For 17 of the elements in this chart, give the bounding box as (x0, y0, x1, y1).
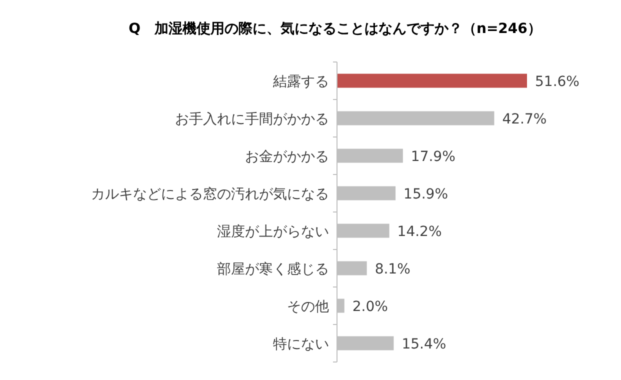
category-label: 部屋が寒く感じる (217, 261, 329, 278)
category-label: 湿度が上がらない (217, 224, 329, 240)
category-label: 結露する (273, 74, 329, 90)
value-label: 51.6% (535, 74, 580, 90)
value-label: 8.1% (374, 261, 410, 278)
category-label: カルキなどによる窓の汚れが気になる (91, 186, 329, 202)
value-label: 15.9% (404, 186, 448, 202)
value-label: 17.9% (410, 148, 456, 165)
value-label: 14.2% (397, 224, 442, 240)
category-label: 特にない (273, 336, 329, 352)
category-label: お金がかかる (245, 148, 329, 165)
value-label: 15.4% (402, 336, 446, 352)
category-label: その他 (287, 298, 329, 315)
value-label: 2.0% (352, 298, 388, 315)
value-label: 42.7% (502, 111, 547, 128)
category-label: お手入れに手間がかかる (175, 111, 329, 128)
title: Q 加湿機使用の際に、気になることはなんですか？（n=246） (128, 21, 542, 37)
